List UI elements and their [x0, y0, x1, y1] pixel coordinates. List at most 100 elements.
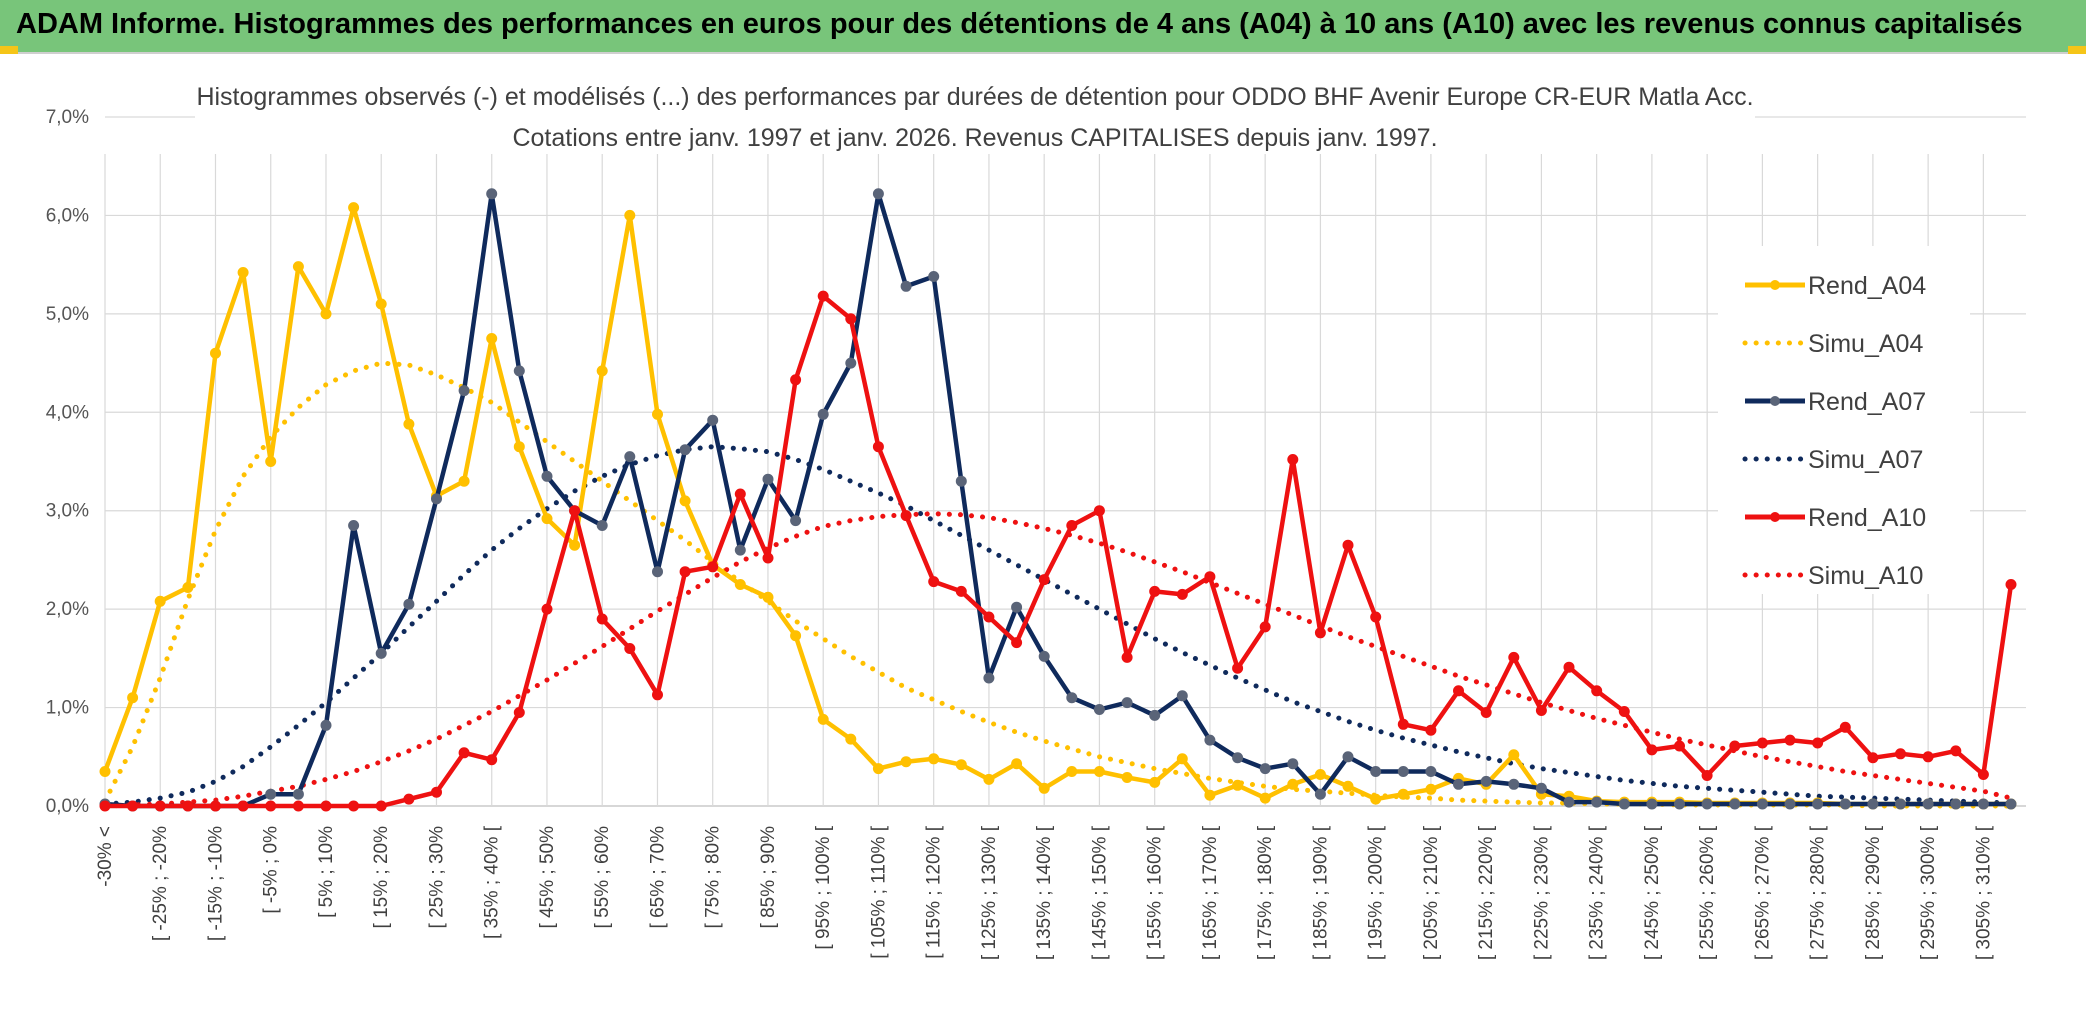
rend-a10-point	[1618, 706, 1630, 717]
rend-a04-point	[127, 692, 139, 704]
rend-a10-point	[541, 603, 553, 615]
rend-a10-line	[105, 293, 2014, 809]
rend-a04-point	[900, 756, 912, 768]
rend-a10-point	[127, 800, 139, 812]
legend-label-simu-a04: Simu_A04	[1808, 330, 1923, 358]
legend-label-simu-a10: Simu_A10	[1808, 562, 1923, 590]
x-tick-label: [ 155% ; 160% [	[1145, 825, 1166, 960]
x-tick-label: [ 75% ; 80%	[703, 826, 724, 929]
histogram-chart: 0,0% 1,0% 2,0% 3,0% 4,0% 5,0% 6,0% 7,0% -30% < […	[46, 77, 2026, 960]
rend-a10-point	[1674, 740, 1685, 752]
rend-a10-point	[458, 747, 470, 759]
rend-a04-point	[845, 733, 857, 745]
simu-a07-line	[102, 444, 2014, 807]
rend-a04-point	[1425, 783, 1437, 795]
legend: Rend_A04 Simu_A04 Rend_A07 Simu_A07 Rend_A10…	[1718, 246, 1970, 594]
rend-a10-point	[154, 800, 166, 812]
rend-a04-point	[596, 365, 608, 377]
rend-a10-point	[845, 313, 857, 325]
rend-a10-point	[320, 800, 332, 812]
rend-a10-point	[182, 800, 194, 812]
rend-a07-point	[1480, 775, 1492, 787]
rend-a07-point	[292, 788, 304, 800]
rend-a10-point	[734, 488, 746, 500]
y-axis: 0,0% 1,0% 2,0% 3,0% 4,0% 5,0% 6,0% 7,0%	[46, 107, 89, 817]
x-tick-label: [ 125% ; 130% [	[979, 825, 1000, 960]
x-tick-label: [ 15% ; 20%	[371, 826, 392, 929]
rend-a07-point	[1508, 778, 1520, 790]
rend-a10-point	[1701, 770, 1713, 781]
rend-a07-point	[1922, 798, 1934, 810]
rend-a07-point	[1204, 734, 1216, 746]
rend-a10-point	[1259, 621, 1271, 633]
x-tick-label: [ -15% ; -10%	[205, 826, 226, 941]
x-tick-label: [ 85% ; 90%	[758, 826, 779, 929]
rend-a04-point	[292, 261, 304, 273]
simu-a10-line	[102, 511, 2014, 809]
rend-a10-point	[1370, 611, 1382, 623]
rend-a10-point	[513, 707, 525, 718]
rend-a10-point	[237, 800, 249, 812]
rend-a07-point	[1425, 766, 1437, 777]
legend-marker-rend-a07	[1770, 396, 1780, 406]
x-tick-label: [ 165% ; 170% [	[1200, 825, 1221, 960]
rend-a07-point	[1259, 763, 1271, 775]
rend-a10-point	[1011, 637, 1023, 649]
rend-a04-point	[790, 630, 802, 642]
rend-a07-point	[1701, 798, 1713, 810]
rend-a07-point	[872, 188, 884, 200]
rend-a04-point	[265, 456, 277, 467]
report-banner: ADAM Informe. Histogrammes des performan…	[0, 0, 2086, 54]
legend-label-simu-a07: Simu_A07	[1808, 446, 1923, 474]
rend-a10-point	[1176, 588, 1188, 600]
rend-a10-point	[99, 800, 111, 812]
rend-a10-point	[928, 576, 940, 588]
x-tick-label: [ 295% ; 300% [	[1918, 825, 1939, 960]
y-tick-label: 4,0%	[46, 402, 89, 423]
y-tick-label: 1,0%	[46, 698, 89, 719]
rend-a07-point	[1370, 766, 1382, 777]
rend-a10-point	[375, 800, 387, 812]
rend-a10-point	[1038, 574, 1050, 586]
x-tick-label: -30% <	[95, 826, 116, 887]
rend-a10-point	[1425, 724, 1437, 736]
rend-a07-point	[486, 188, 498, 200]
rend-a04-point	[1232, 779, 1244, 791]
rend-a07-point	[1453, 778, 1464, 790]
rend-a10-point	[872, 441, 884, 453]
legend-label-rend-a10: Rend_A10	[1808, 504, 1926, 532]
rend-a04-point	[1342, 780, 1354, 792]
rend-a04-point	[624, 209, 636, 221]
rend-a07-point	[1950, 798, 1962, 810]
rend-a10-point	[292, 800, 304, 812]
rend-a04-point	[541, 513, 553, 525]
corner-accent-right	[2068, 46, 2086, 54]
x-tick-label: [ 105% ; 110% [	[868, 825, 889, 958]
rend-a10-point	[1646, 744, 1658, 756]
x-tick-label: [ 95% ; 100% [	[813, 825, 834, 949]
rend-a07-point	[1121, 697, 1133, 709]
rend-a07-point	[1232, 752, 1244, 764]
rend-a07-point	[652, 566, 663, 578]
x-tick-label: [ -25% ; -20%	[150, 826, 171, 941]
chart-area: 0,0% 1,0% 2,0% 3,0% 4,0% 5,0% 6,0% 7,0% -30% < […	[0, 54, 2086, 1031]
x-tick-label: [ 275% ; 280% [	[1808, 825, 1829, 960]
rend-a10-point	[1867, 752, 1879, 764]
rend-a10-point	[1812, 737, 1824, 749]
x-tick-label: [ 35% ; 40% [	[482, 825, 503, 939]
rend-a07-point	[1591, 796, 1603, 808]
rend-a04-point	[569, 539, 581, 551]
rend-a04-point	[1259, 792, 1271, 804]
rend-a04-point	[872, 763, 884, 775]
rend-a07-point	[1867, 798, 1879, 810]
rend-a10-point	[1922, 751, 1934, 763]
legend-marker-rend-a10	[1770, 512, 1780, 522]
x-tick-label: [ 305% ; 310% [	[1973, 825, 1994, 960]
rend-a10-point	[486, 754, 498, 766]
x-tick-label: [ 195% ; 200% [	[1366, 825, 1387, 960]
rend-a07-point	[707, 414, 719, 426]
rend-a07-point	[513, 365, 525, 377]
rend-a07-point	[265, 788, 277, 800]
rend-a04-point	[817, 713, 829, 725]
